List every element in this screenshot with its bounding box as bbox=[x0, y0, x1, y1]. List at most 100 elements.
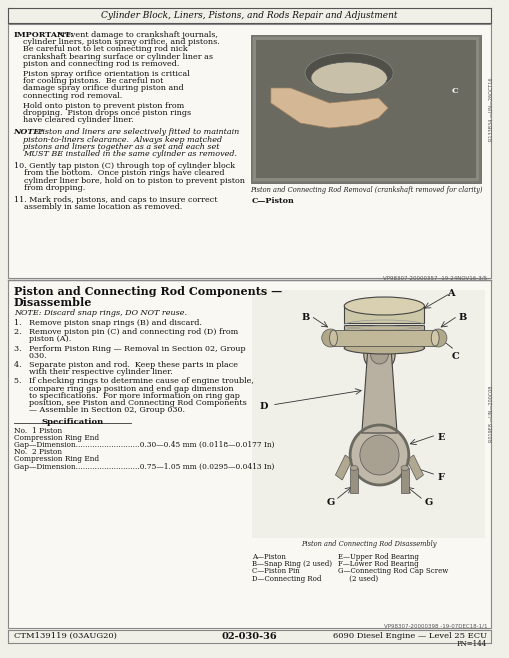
Polygon shape bbox=[361, 350, 397, 433]
Text: assembly in same location as removed.: assembly in same location as removed. bbox=[14, 203, 182, 211]
Polygon shape bbox=[406, 455, 422, 480]
Text: G—Connecting Rod Cap Screw: G—Connecting Rod Cap Screw bbox=[337, 567, 448, 575]
Text: IMPORTANT:: IMPORTANT: bbox=[14, 31, 74, 39]
Circle shape bbox=[370, 346, 387, 364]
Ellipse shape bbox=[304, 53, 392, 93]
Text: 10. Gently tap piston (C) through top of cylinder block: 10. Gently tap piston (C) through top of… bbox=[14, 163, 234, 170]
Circle shape bbox=[349, 425, 408, 485]
Text: Hold onto piston to prevent piston from: Hold onto piston to prevent piston from bbox=[23, 102, 184, 110]
Circle shape bbox=[359, 435, 398, 475]
Text: E: E bbox=[436, 433, 444, 442]
Text: Cylinder Block, Liners, Pistons, and Rods Repair and Adjustment: Cylinder Block, Liners, Pistons, and Rod… bbox=[101, 11, 397, 20]
Text: 11. Mark rods, pistons, and caps to insure correct: 11. Mark rods, pistons, and caps to insu… bbox=[14, 196, 217, 204]
Text: from dropping.: from dropping. bbox=[14, 184, 85, 191]
Ellipse shape bbox=[344, 342, 423, 354]
Text: B: B bbox=[458, 313, 466, 322]
Text: position, see Piston and Connecting Rod Components: position, see Piston and Connecting Rod … bbox=[14, 399, 246, 407]
Text: Disassemble: Disassemble bbox=[14, 297, 92, 308]
Text: 2.   Remove piston pin (C) and connecting rod (D) from: 2. Remove piston pin (C) and connecting … bbox=[14, 328, 238, 336]
Text: G: G bbox=[326, 498, 334, 507]
Text: VP98307-20000398 -19-07DEC18-1/1: VP98307-20000398 -19-07DEC18-1/1 bbox=[383, 624, 486, 629]
Text: R019E8 —UN—200C08: R019E8 —UN—200C08 bbox=[489, 386, 493, 442]
Ellipse shape bbox=[400, 465, 408, 470]
Text: D: D bbox=[260, 402, 268, 411]
Text: 02-030-36: 02-030-36 bbox=[221, 632, 277, 641]
Text: have cleared cylinder liner.: have cleared cylinder liner. bbox=[23, 116, 134, 124]
Circle shape bbox=[363, 339, 394, 371]
Text: piston (A).: piston (A). bbox=[14, 336, 71, 343]
Text: Piston spray orifice orientation is critical: Piston spray orifice orientation is crit… bbox=[23, 70, 190, 78]
Text: Compression Ring End: Compression Ring End bbox=[14, 455, 99, 463]
Bar bbox=[400, 468, 408, 493]
Text: — Assemble in Section 02, Group 030.: — Assemble in Section 02, Group 030. bbox=[14, 406, 184, 414]
Text: C—Piston Pin: C—Piston Pin bbox=[252, 567, 299, 575]
Circle shape bbox=[429, 329, 446, 347]
Text: C: C bbox=[451, 352, 459, 361]
Ellipse shape bbox=[329, 330, 337, 346]
Polygon shape bbox=[335, 455, 351, 480]
Text: piston and connecting rod is removed.: piston and connecting rod is removed. bbox=[23, 60, 180, 68]
Bar bbox=[251, 35, 480, 183]
Text: D—Connecting Rod: D—Connecting Rod bbox=[252, 574, 321, 582]
Text: piston-to-liners clearance.  Always keep matched: piston-to-liners clearance. Always keep … bbox=[23, 136, 222, 143]
Text: CTM139119 (03AUG20): CTM139119 (03AUG20) bbox=[14, 632, 117, 640]
Bar bbox=[349, 468, 357, 493]
Ellipse shape bbox=[349, 465, 357, 470]
Bar bbox=[8, 280, 490, 628]
Text: from the bottom.  Once piston rings have cleared: from the bottom. Once piston rings have … bbox=[14, 169, 224, 178]
Text: A: A bbox=[446, 289, 454, 298]
Text: Gap—Dimension...........................0.75—1.05 mm (0.0295—0.0413 In): Gap—Dimension...........................… bbox=[14, 463, 273, 470]
Text: A—Piston: A—Piston bbox=[252, 553, 286, 561]
FancyBboxPatch shape bbox=[344, 306, 423, 323]
Text: dropping.  Piston drops once piston rings: dropping. Piston drops once piston rings bbox=[23, 109, 191, 117]
Bar bbox=[8, 24, 490, 278]
Text: Piston and Connecting Rod Components —: Piston and Connecting Rod Components — bbox=[14, 286, 281, 297]
Text: damage spray orifice during piston and: damage spray orifice during piston and bbox=[23, 84, 184, 92]
Text: VP98307-20000357 -19-24NOV16-3/5: VP98307-20000357 -19-24NOV16-3/5 bbox=[382, 275, 486, 280]
Text: B—Snap Ring (2 used): B—Snap Ring (2 used) bbox=[252, 560, 332, 569]
Text: No.  2 Piston: No. 2 Piston bbox=[14, 448, 62, 456]
Text: 4.   Separate piston and rod.  Keep these parts in place: 4. Separate piston and rod. Keep these p… bbox=[14, 361, 237, 369]
Text: Prevent damage to crankshaft journals,: Prevent damage to crankshaft journals, bbox=[56, 31, 217, 39]
Text: compare ring gap position and end gap dimension: compare ring gap position and end gap di… bbox=[14, 384, 233, 393]
Text: Piston and liners are selectively fitted to maintain: Piston and liners are selectively fitted… bbox=[37, 128, 239, 136]
Text: G: G bbox=[423, 498, 432, 507]
Polygon shape bbox=[270, 88, 387, 128]
Text: connecting rod removal.: connecting rod removal. bbox=[23, 91, 123, 99]
Text: F: F bbox=[437, 473, 444, 482]
Bar bbox=[252, 290, 484, 538]
Text: 5.   If checking rings to determine cause of engine trouble,: 5. If checking rings to determine cause … bbox=[14, 378, 253, 386]
Text: cylinder liner bore, hold on to piston to prevent piston: cylinder liner bore, hold on to piston t… bbox=[14, 176, 244, 185]
Text: NOTE:: NOTE: bbox=[14, 128, 43, 136]
Text: (2 used): (2 used) bbox=[337, 574, 378, 582]
Text: 1.   Remove piston snap rings (B) and discard.: 1. Remove piston snap rings (B) and disc… bbox=[14, 319, 201, 327]
Text: C—Piston: C—Piston bbox=[251, 197, 294, 205]
Text: B: B bbox=[301, 313, 309, 322]
Text: No.  1 Piston: No. 1 Piston bbox=[14, 426, 62, 434]
FancyBboxPatch shape bbox=[333, 330, 434, 346]
FancyBboxPatch shape bbox=[344, 325, 423, 348]
Text: pistons and liners together as a set and each set: pistons and liners together as a set and… bbox=[23, 143, 219, 151]
Text: F—Lower Rod Bearing: F—Lower Rod Bearing bbox=[337, 560, 418, 569]
Text: Specification: Specification bbox=[41, 418, 103, 426]
Text: C: C bbox=[451, 87, 458, 95]
Text: with their respective cylinder liner.: with their respective cylinder liner. bbox=[14, 368, 172, 376]
Ellipse shape bbox=[310, 62, 386, 94]
Text: Compression Ring End: Compression Ring End bbox=[14, 434, 99, 442]
Text: Piston and Connecting Rod Removal (crankshaft removed for clarity): Piston and Connecting Rod Removal (crank… bbox=[249, 186, 482, 194]
Ellipse shape bbox=[431, 330, 438, 346]
Text: Piston and Connecting Rod Disassembly: Piston and Connecting Rod Disassembly bbox=[300, 540, 436, 548]
Text: E—Upper Rod Bearing: E—Upper Rod Bearing bbox=[337, 553, 418, 561]
Circle shape bbox=[321, 329, 338, 347]
Text: 6090 Diesel Engine — Level 25 ECU: 6090 Diesel Engine — Level 25 ECU bbox=[332, 632, 486, 640]
Text: to specifications.  For more information on ring gap: to specifications. For more information … bbox=[14, 392, 239, 400]
Ellipse shape bbox=[344, 297, 423, 315]
Text: crankshaft bearing surface or cylinder liner as: crankshaft bearing surface or cylinder l… bbox=[23, 53, 213, 61]
Text: 030.: 030. bbox=[14, 352, 46, 360]
Text: 3.   Perform Piston Ring — Removal in Section 02, Group: 3. Perform Piston Ring — Removal in Sect… bbox=[14, 345, 245, 353]
Text: PN=144: PN=144 bbox=[456, 640, 486, 648]
Bar bbox=[256, 40, 475, 178]
Text: R133B34 —UN—26OCT16: R133B34 —UN—26OCT16 bbox=[489, 77, 493, 141]
Text: NOTE: Discard snap rings, DO NOT reuse.: NOTE: Discard snap rings, DO NOT reuse. bbox=[14, 309, 186, 317]
Text: Gap—Dimension...........................0.30—0.45 mm (0.0118—0.0177 In): Gap—Dimension...........................… bbox=[14, 441, 274, 449]
